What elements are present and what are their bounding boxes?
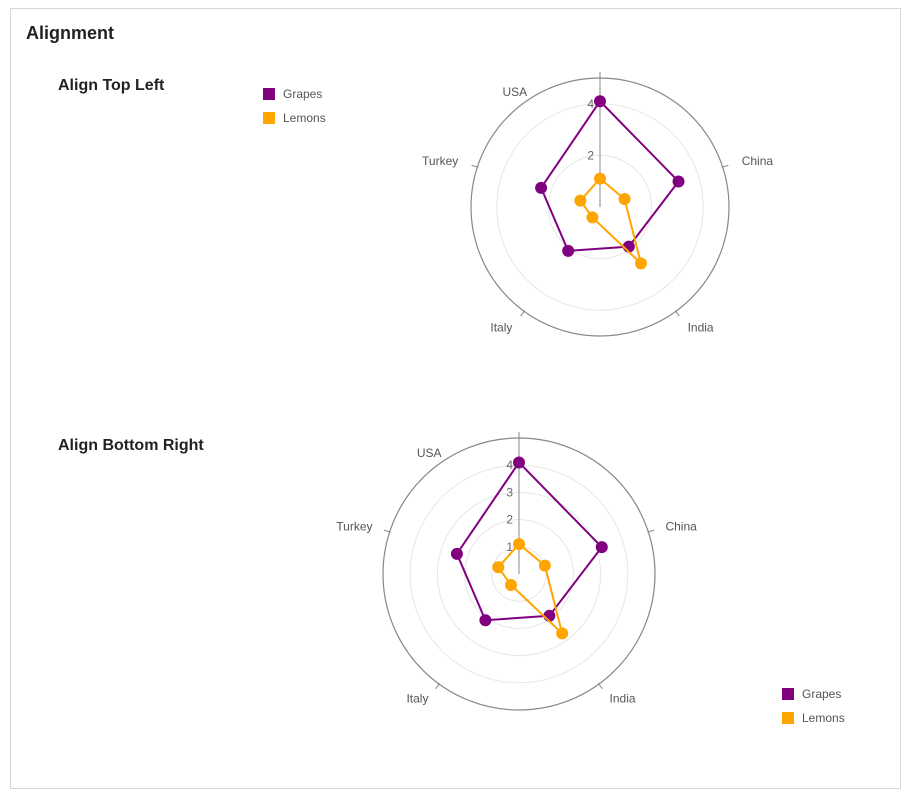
legend-item-lemons[interactable]: Lemons [782,706,845,730]
axis-tick-mark [471,164,479,168]
legend-bottom-right: Grapes Lemons [782,682,845,730]
category-label-china: China [742,154,774,168]
legend-label-lemons: Lemons [283,111,326,125]
category-label-india: India [610,692,636,706]
data-point-lemons-italy[interactable] [586,211,599,224]
series-line-grapes [539,99,680,252]
data-point-lemons-china[interactable] [538,559,551,572]
page-title: Alignment [26,23,114,43]
category-label-india: India [688,321,714,335]
data-point-lemons-india[interactable] [556,627,569,640]
category-label-china: China [665,519,697,533]
section-title-top-left: Align Top Left [58,77,165,94]
data-point-lemons-usa[interactable] [594,172,606,185]
data-point-grapes-usa[interactable] [594,95,606,108]
radar-chart-top-left: 2 4 USA China India Italy Turkey [422,72,774,337]
data-point-lemons-turkey[interactable] [492,561,505,574]
legend-label-grapes: Grapes [802,687,842,701]
legend-swatch-lemons [263,112,275,124]
radial-tick-label: 2 [506,513,513,527]
category-label-usa: USA [503,85,528,99]
axis-tick-mark [383,529,391,533]
legend-item-lemons[interactable]: Lemons [263,106,326,130]
axis-tick-mark [674,310,680,317]
data-point-lemons-china[interactable] [618,193,631,206]
data-point-grapes-italy[interactable] [562,244,575,257]
radial-tick-label: 2 [587,148,594,162]
axis-tick-mark [520,310,526,317]
data-point-grapes-usa[interactable] [513,456,525,469]
category-label-turkey: Turkey [422,154,458,168]
radar-chart-bottom-right: 1 2 3 4 USA China India Italy Turkey [336,432,697,711]
axis-tick-mark [597,682,603,690]
legend-swatch-grapes [782,688,794,700]
data-point-grapes-turkey[interactable] [450,547,463,560]
data-point-lemons-india[interactable] [634,257,647,270]
axis-tick-mark [721,164,729,168]
data-point-grapes-china[interactable] [595,541,608,554]
radial-tick-label: 4 [587,97,594,111]
data-point-grapes-turkey[interactable] [535,181,548,194]
section-title-bottom-right: Align Bottom Right [58,437,204,454]
legend-item-grapes[interactable]: Grapes [263,82,326,106]
legend-label-lemons: Lemons [802,711,845,725]
axis-tick-mark [435,682,441,690]
data-point-lemons-italy[interactable] [505,579,518,592]
radial-tick-label: 3 [506,485,513,499]
category-label-usa: USA [417,446,442,460]
data-point-lemons-usa[interactable] [513,538,525,551]
legend-swatch-lemons [782,712,794,724]
category-label-turkey: Turkey [336,519,372,533]
legend-label-grapes: Grapes [283,87,323,101]
category-label-italy: Italy [406,692,428,706]
data-point-grapes-china[interactable] [672,175,685,188]
radial-tick-label: 1 [506,540,513,554]
radial-tick-label: 4 [506,458,513,472]
data-point-grapes-italy[interactable] [479,614,492,627]
axis-tick-mark [647,529,655,533]
legend-item-grapes[interactable]: Grapes [782,682,845,706]
legend-swatch-grapes [263,88,275,100]
data-point-lemons-turkey[interactable] [574,194,587,207]
chart-panel [10,8,901,789]
series-line-grapes [455,460,604,622]
legend-top-left: Grapes Lemons [263,82,326,130]
category-label-italy: Italy [490,321,512,335]
